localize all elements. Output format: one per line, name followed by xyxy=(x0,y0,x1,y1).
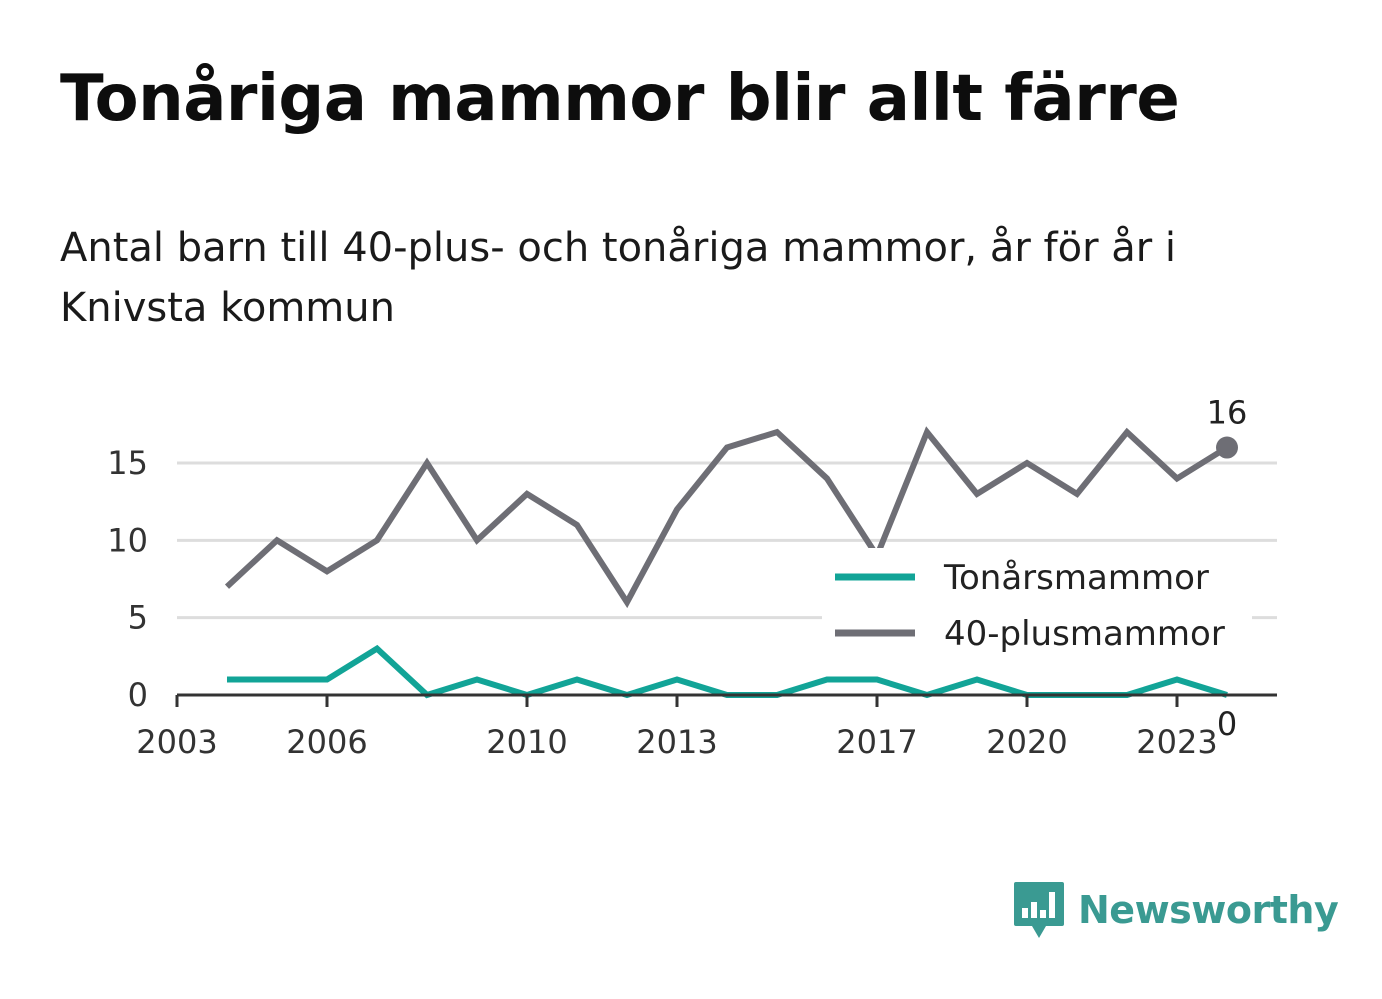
x-tick-label: 2010 xyxy=(486,723,567,761)
x-tick-label: 2017 xyxy=(836,723,917,761)
x-tick-label: 2023 xyxy=(1136,723,1217,761)
x-tick-label: 2006 xyxy=(286,723,367,761)
newsworthy-logo: Newsworthy xyxy=(1012,880,1339,940)
end-label-tonarsmammor: 0 xyxy=(1217,705,1237,743)
chart-title: Tonåriga mammor blir allt färre xyxy=(60,62,1180,136)
y-tick-label: 0 xyxy=(128,676,148,714)
logo-text: Newsworthy xyxy=(1078,888,1339,932)
newsworthy-logo-icon xyxy=(1014,882,1064,938)
x-tick-label: 2003 xyxy=(136,723,217,761)
x-tick-label: 2013 xyxy=(636,723,717,761)
y-tick-label: 10 xyxy=(107,521,148,559)
axis-layer: 0 5 10 15 2003 2006 2010 2013 2017 2020 2023 xyxy=(107,444,1277,761)
legend-label-tonarsmammor: Tonårsmammor xyxy=(943,558,1209,598)
legend-label-40-plusmammor: 40-plusmammor xyxy=(944,614,1225,654)
y-tick-label: 5 xyxy=(128,599,148,637)
y-tick-label: 15 xyxy=(107,444,148,482)
legend: Tonårsmammor 40-plusmammor xyxy=(822,548,1252,666)
x-tick-label: 2020 xyxy=(986,723,1067,761)
end-label-40-plusmammor: 16 xyxy=(1207,394,1248,432)
end-marker-40-plusmammor xyxy=(1216,436,1238,459)
chart-subtitle: Antal barn till 40-plus- och tonåriga ma… xyxy=(60,225,1177,331)
end-labels: 16 0 xyxy=(1207,394,1248,743)
legend-background xyxy=(822,548,1252,666)
